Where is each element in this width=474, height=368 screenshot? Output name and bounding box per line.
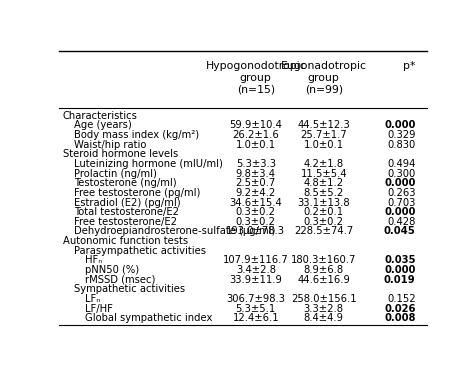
Text: 0.830: 0.830 — [387, 139, 416, 149]
Text: Estradiol (E2) (pg/ml): Estradiol (E2) (pg/ml) — [74, 198, 181, 208]
Text: Luteinizing hormone (mIU/ml): Luteinizing hormone (mIU/ml) — [74, 159, 223, 169]
Text: 0.428: 0.428 — [387, 217, 416, 227]
Text: Dehydroepiandrosterone-sulfate (µg/ml): Dehydroepiandrosterone-sulfate (µg/ml) — [74, 226, 275, 237]
Text: 0.000: 0.000 — [384, 207, 416, 217]
Text: 59.9±10.4: 59.9±10.4 — [229, 120, 282, 130]
Text: 3.4±2.8: 3.4±2.8 — [236, 265, 276, 275]
Text: 0.035: 0.035 — [384, 255, 416, 265]
Text: 4.8±1.2: 4.8±1.2 — [304, 178, 344, 188]
Text: 0.3±0.2: 0.3±0.2 — [236, 217, 276, 227]
Text: 8.9±6.8: 8.9±6.8 — [304, 265, 344, 275]
Text: Characteristics: Characteristics — [63, 110, 138, 121]
Text: Testosterone (ng/ml): Testosterone (ng/ml) — [74, 178, 177, 188]
Text: 2.5±0.7: 2.5±0.7 — [236, 178, 276, 188]
Text: pNN50 (%): pNN50 (%) — [85, 265, 139, 275]
Text: LFₙ: LFₙ — [85, 294, 100, 304]
Text: 9.2±4.2: 9.2±4.2 — [236, 188, 276, 198]
Text: 0.2±0.1: 0.2±0.1 — [304, 207, 344, 217]
Text: 25.7±1.7: 25.7±1.7 — [301, 130, 347, 140]
Text: 0.000: 0.000 — [384, 265, 416, 275]
Text: 34.6±15.4: 34.6±15.4 — [229, 198, 282, 208]
Text: Eugonadotropic
group
(n=99): Eugonadotropic group (n=99) — [281, 61, 367, 94]
Text: 9.8±3.4: 9.8±3.4 — [236, 169, 276, 178]
Text: 0.000: 0.000 — [384, 120, 416, 130]
Text: 107.9±116.7: 107.9±116.7 — [223, 255, 289, 265]
Text: 0.026: 0.026 — [384, 304, 416, 314]
Text: 0.329: 0.329 — [387, 130, 416, 140]
Text: 12.4±6.1: 12.4±6.1 — [232, 314, 279, 323]
Text: LF/HF: LF/HF — [85, 304, 113, 314]
Text: 0.000: 0.000 — [384, 178, 416, 188]
Text: Steroid hormone levels: Steroid hormone levels — [63, 149, 178, 159]
Text: 26.2±1.6: 26.2±1.6 — [232, 130, 279, 140]
Text: 0.3±0.2: 0.3±0.2 — [236, 207, 276, 217]
Text: 1.0±0.1: 1.0±0.1 — [304, 139, 344, 149]
Text: 5.3±3.3: 5.3±3.3 — [236, 159, 276, 169]
Text: 180.3±160.7: 180.3±160.7 — [291, 255, 356, 265]
Text: 33.9±11.9: 33.9±11.9 — [229, 275, 282, 285]
Text: 228.5±74.7: 228.5±74.7 — [294, 226, 353, 237]
Text: 0.703: 0.703 — [387, 198, 416, 208]
Text: 0.152: 0.152 — [387, 294, 416, 304]
Text: Parasympathetic activities: Parasympathetic activities — [74, 246, 206, 256]
Text: 0.300: 0.300 — [387, 169, 416, 178]
Text: 33.1±13.8: 33.1±13.8 — [297, 198, 350, 208]
Text: 11.5±5.4: 11.5±5.4 — [301, 169, 347, 178]
Text: 5.3±5.1: 5.3±5.1 — [236, 304, 276, 314]
Text: Waist/hip ratio: Waist/hip ratio — [74, 139, 146, 149]
Text: 4.2±1.8: 4.2±1.8 — [304, 159, 344, 169]
Text: 0.045: 0.045 — [384, 226, 416, 237]
Text: Age (years): Age (years) — [74, 120, 132, 130]
Text: p*: p* — [403, 61, 416, 71]
Text: Hypogonodotropic
group
(n=15): Hypogonodotropic group (n=15) — [205, 61, 306, 94]
Text: 0.494: 0.494 — [387, 159, 416, 169]
Text: Autonomic function tests: Autonomic function tests — [63, 236, 188, 246]
Text: 8.5±5.2: 8.5±5.2 — [304, 188, 344, 198]
Text: rMSSD (msec): rMSSD (msec) — [85, 275, 155, 285]
Text: 0.019: 0.019 — [384, 275, 416, 285]
Text: 44.6±16.9: 44.6±16.9 — [297, 275, 350, 285]
Text: 306.7±98.3: 306.7±98.3 — [226, 294, 285, 304]
Text: Body mass index (kg/m²): Body mass index (kg/m²) — [74, 130, 199, 140]
Text: 0.263: 0.263 — [387, 188, 416, 198]
Text: 8.4±4.9: 8.4±4.9 — [304, 314, 344, 323]
Text: Free testosterone/E2: Free testosterone/E2 — [74, 217, 177, 227]
Text: Global sympathetic index: Global sympathetic index — [85, 314, 212, 323]
Text: 1.0±0.1: 1.0±0.1 — [236, 139, 276, 149]
Text: 0.3±0.2: 0.3±0.2 — [304, 217, 344, 227]
Text: 258.0±156.1: 258.0±156.1 — [291, 294, 356, 304]
Text: 193.0±78.3: 193.0±78.3 — [226, 226, 285, 237]
Text: 44.5±12.3: 44.5±12.3 — [297, 120, 350, 130]
Text: Prolactin (ng/ml): Prolactin (ng/ml) — [74, 169, 157, 178]
Text: Free testosterone (pg/ml): Free testosterone (pg/ml) — [74, 188, 201, 198]
Text: Total testosterone/E2: Total testosterone/E2 — [74, 207, 179, 217]
Text: 3.3±2.8: 3.3±2.8 — [304, 304, 344, 314]
Text: HFₙ: HFₙ — [85, 255, 102, 265]
Text: Sympathetic activities: Sympathetic activities — [74, 284, 185, 294]
Text: 0.008: 0.008 — [384, 314, 416, 323]
